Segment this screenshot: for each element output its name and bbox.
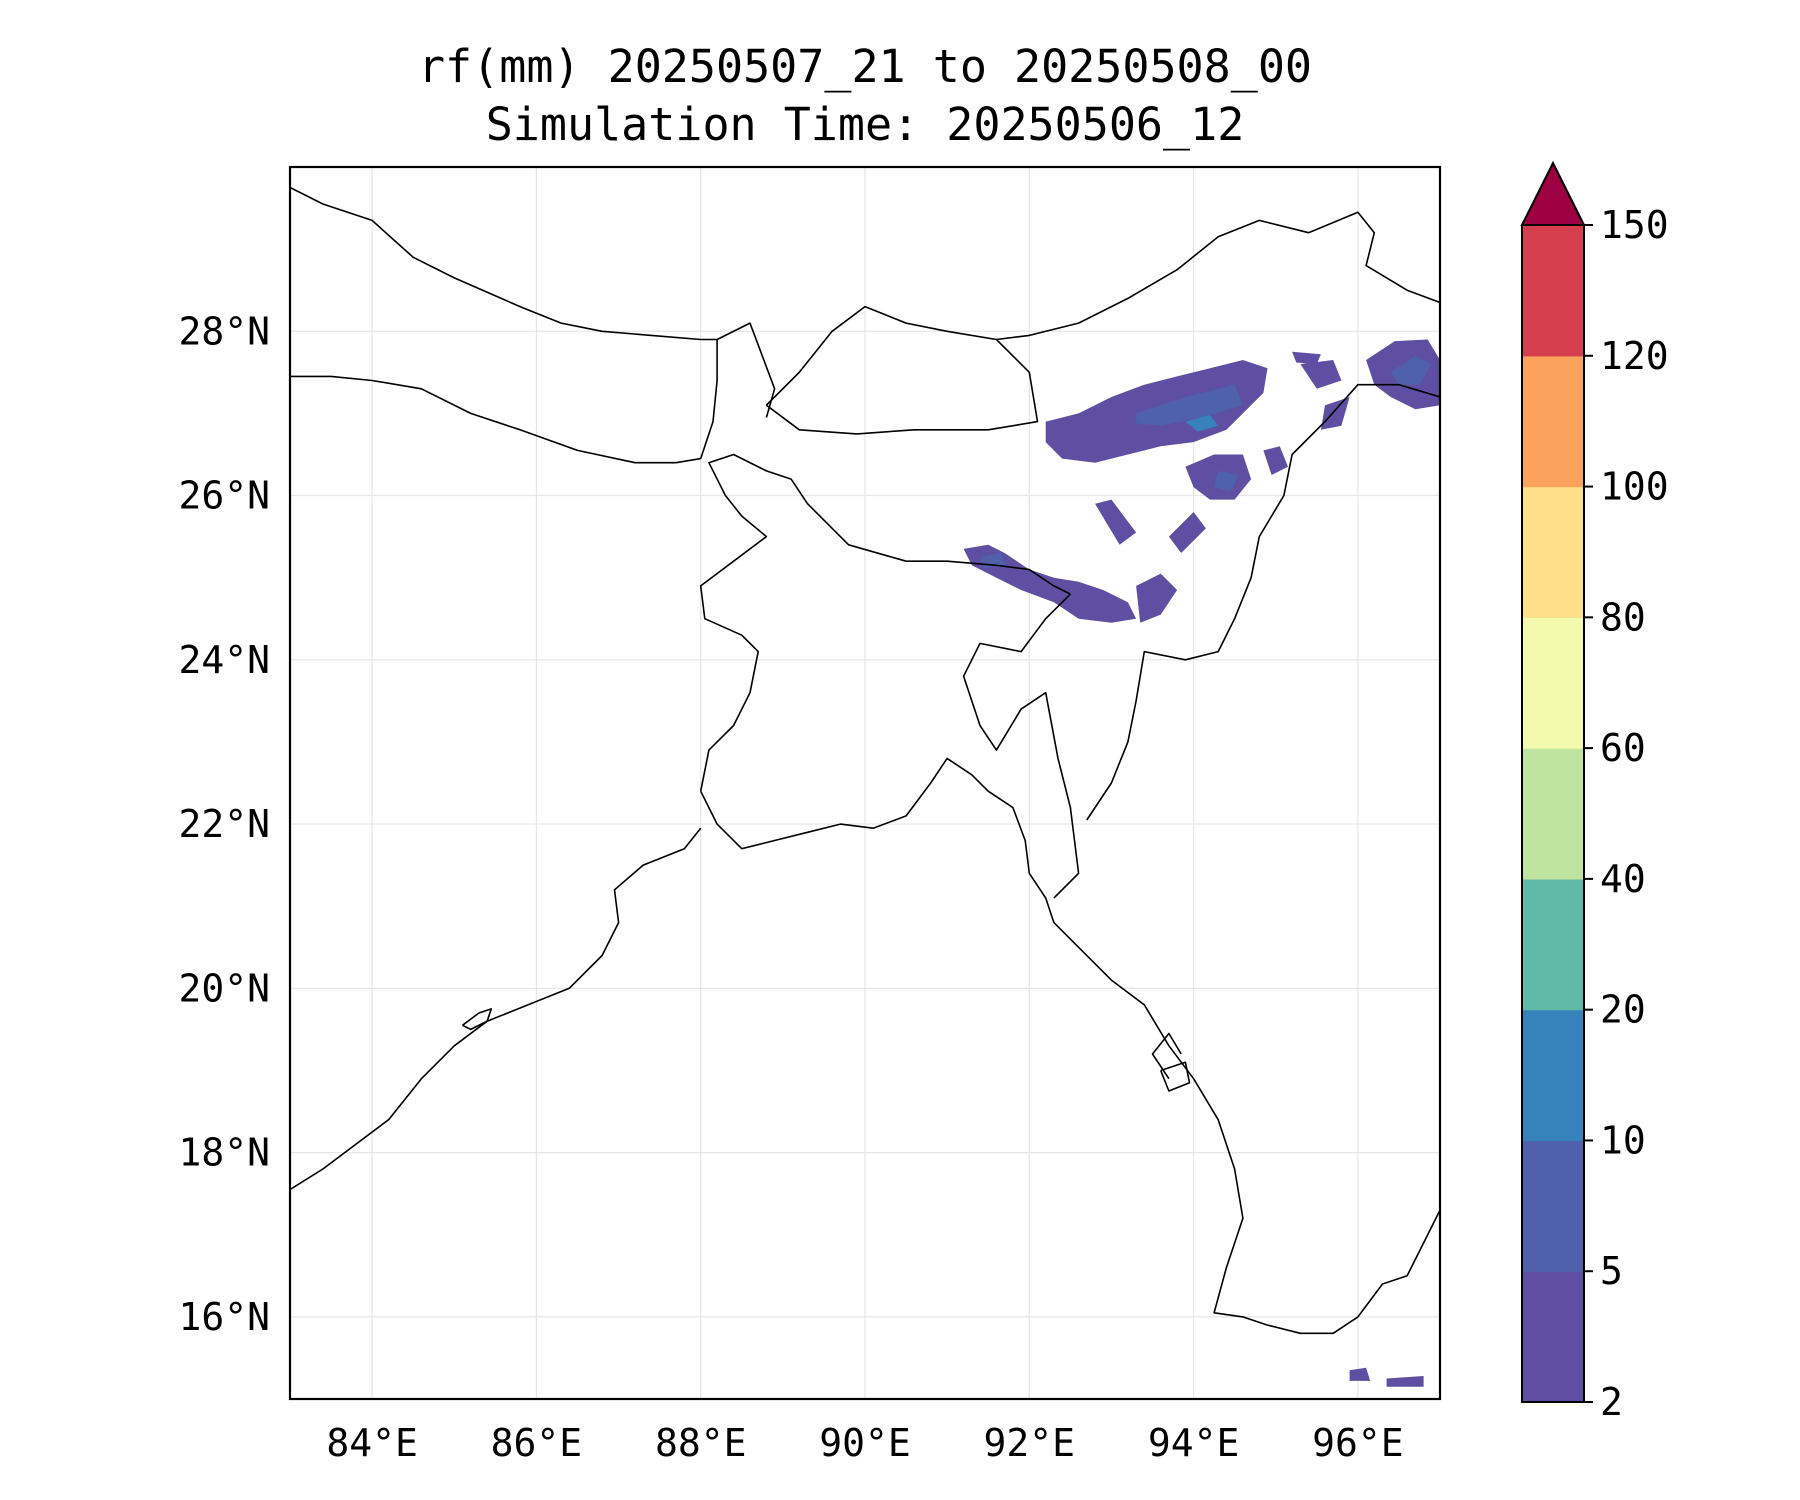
map-title: rf(mm) 20250507_21 to 20250508_00 <box>417 40 1313 93</box>
rainfall-field <box>963 339 1440 1387</box>
nepal-india-border <box>290 375 701 464</box>
india-myanmar-border <box>1086 383 1440 821</box>
lon-tick-label: 88°E <box>655 1421 747 1465</box>
rainfall-area <box>1263 446 1288 475</box>
bhutan-border <box>765 305 1039 435</box>
chilika-lake <box>462 1008 493 1031</box>
lat-tick-label: 20°N <box>178 966 270 1010</box>
latitude-axis: 16°N 18°N 20°N 22°N 24°N 26°N 28°N <box>178 309 270 1339</box>
rainfall-area <box>1349 1367 1371 1381</box>
rainfall-area <box>1390 355 1432 385</box>
myanmar-island <box>1159 1061 1191 1092</box>
india-china-border-east <box>996 211 1440 341</box>
lon-tick-label: 94°E <box>1148 1421 1240 1465</box>
colorbar-tick-label: 80 <box>1600 595 1646 639</box>
map-frame <box>288 165 1442 1401</box>
colorbar-segment <box>1522 1140 1584 1272</box>
rainfall-area <box>1300 360 1342 389</box>
lat-tick-label: 28°N <box>178 309 270 353</box>
lon-tick-label: 96°E <box>1312 1421 1404 1465</box>
colorbar-segment <box>1522 878 1584 1011</box>
rainfall-area <box>1292 351 1321 365</box>
colorbar-tick-label: 150 <box>1600 203 1669 247</box>
colorbar-segment <box>1522 617 1584 749</box>
lat-tick-label: 18°N <box>178 1131 270 1175</box>
rainfall-area <box>1136 573 1178 623</box>
colorbar-segment <box>1522 355 1584 488</box>
rainfall-area <box>1095 499 1137 545</box>
myanmar-coastline <box>1053 922 1440 1335</box>
rainfall-area <box>1136 384 1243 426</box>
lon-tick-label: 84°E <box>326 1421 418 1465</box>
country-borders <box>290 186 1440 1335</box>
colorbar-segment <box>1522 225 1584 357</box>
rainfall-area <box>1214 470 1239 492</box>
colorbar-tick-label: 120 <box>1600 334 1669 378</box>
gridlines <box>290 167 1440 1399</box>
colorbar: 2 5 10 20 40 60 80 100 120 150 <box>1520 160 1669 1424</box>
colorbar-tick-label: 10 <box>1600 1118 1646 1162</box>
colorbar-segment <box>1522 1009 1584 1142</box>
colorbar-tick-label: 5 <box>1600 1249 1623 1293</box>
colorbar-frame <box>1521 224 1585 1403</box>
nepal-china-border <box>290 186 718 341</box>
myanmar-island <box>1151 1032 1182 1080</box>
lon-tick-label: 92°E <box>984 1421 1076 1465</box>
rainfall-area <box>1386 1376 1424 1387</box>
sikkim-border <box>699 322 776 459</box>
colorbar-tick-label: 20 <box>1600 988 1646 1032</box>
rainfall-area <box>1320 397 1350 430</box>
bangladesh-india-border-east <box>962 593 1080 899</box>
colorbar-tick-label: 2 <box>1600 1380 1623 1424</box>
india-east-coastline <box>290 827 702 1191</box>
bangladesh-coastline <box>699 757 1055 923</box>
lat-tick-label: 24°N <box>178 638 270 682</box>
rainfall-area <box>1168 512 1206 553</box>
colorbar-segment <box>1522 486 1584 618</box>
bangladesh-india-border-west <box>699 453 1071 792</box>
colorbar-segment <box>1522 1271 1584 1403</box>
colorbar-tick-label: 40 <box>1600 857 1646 901</box>
lat-tick-label: 26°N <box>178 474 270 518</box>
map-subtitle: Simulation Time: 20250506_12 <box>485 98 1245 151</box>
lon-tick-label: 86°E <box>491 1421 583 1465</box>
lat-tick-label: 22°N <box>178 802 270 846</box>
colorbar-segment <box>1522 748 1584 880</box>
lon-tick-label: 90°E <box>819 1421 911 1465</box>
colorbar-tick-label: 60 <box>1600 726 1646 770</box>
lat-tick-label: 16°N <box>178 1295 270 1339</box>
rainfall-area <box>1185 415 1219 432</box>
colorbar-tick-label: 100 <box>1600 465 1669 509</box>
colorbar-extend-triangle <box>1520 160 1586 226</box>
longitude-axis: 84°E 86°E 88°E 90°E 92°E 94°E 96°E <box>326 1421 1403 1465</box>
